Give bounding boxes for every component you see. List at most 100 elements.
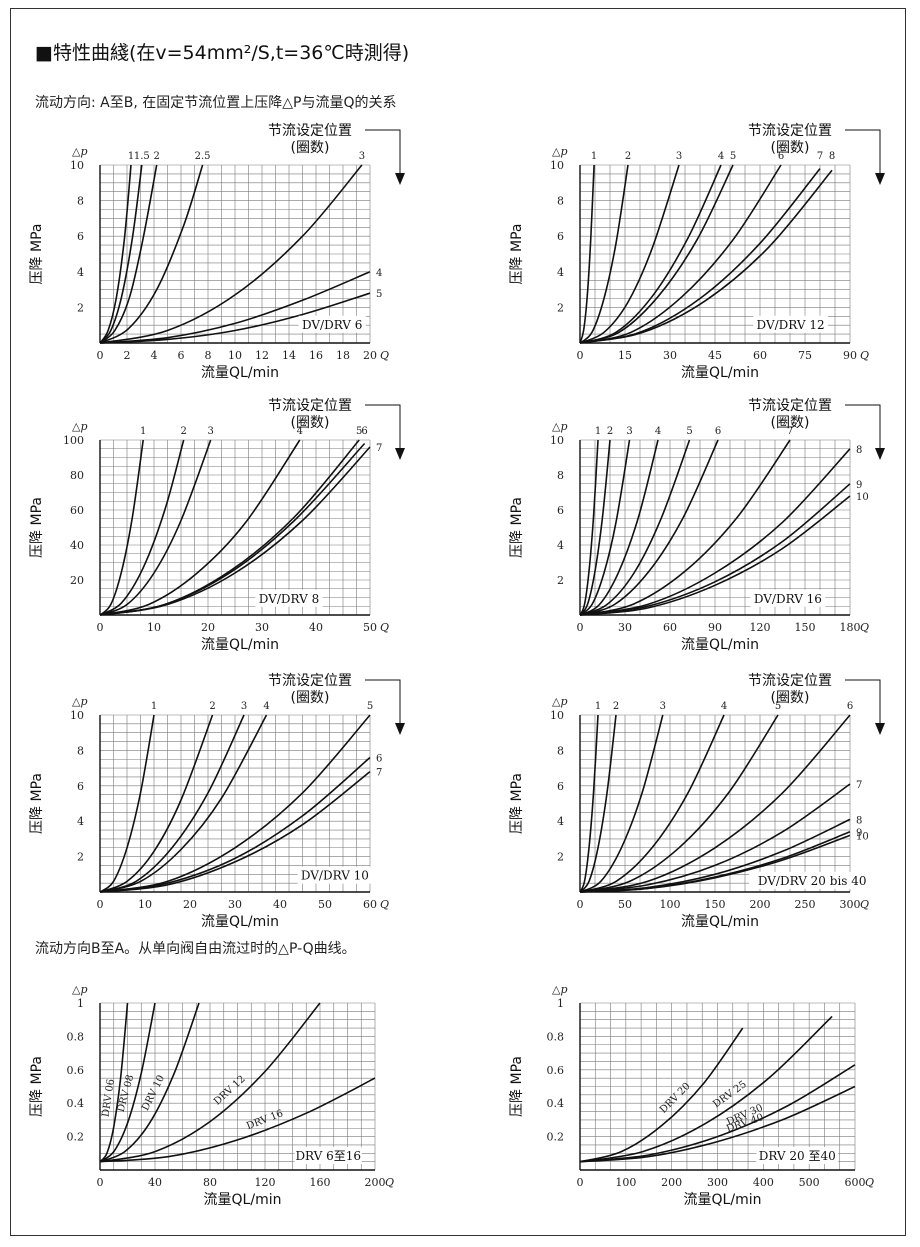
setting-arrow-head: [875, 723, 885, 735]
x-axis-symbol: Q: [380, 621, 389, 634]
series-line-10: [579, 834, 851, 893]
y-tick-label: 8: [77, 744, 84, 757]
y-axis-label: 压降 MPa: [509, 1056, 525, 1117]
x-tick-label: 60: [753, 349, 767, 362]
x-tick-label: 200: [661, 1176, 682, 1189]
y-tick-label: 40: [70, 539, 84, 552]
setting-unit-label: (圈数): [771, 140, 810, 156]
x-tick-label: 100: [660, 898, 681, 911]
y-axis-symbol: △p: [72, 695, 88, 708]
x-tick-label: 80: [203, 1176, 217, 1189]
y-tick-label: 2: [77, 301, 84, 314]
series-label-5: 5: [356, 426, 362, 437]
series-line-4: [99, 714, 268, 893]
x-tick-label: 30: [228, 898, 242, 911]
y-tick-label: 0.2: [67, 1131, 85, 1144]
series-label-3: 3: [676, 151, 682, 162]
y-tick-label: 4: [557, 539, 564, 552]
y-axis-label: 压降 MPa: [29, 497, 45, 558]
page-title: ■特性曲綫(在v=54mm²/S,t=36℃時測得): [35, 42, 410, 64]
x-tick-label: 20: [183, 898, 197, 911]
x-tick-label: 30: [255, 621, 269, 634]
x-tick-label: 8: [205, 349, 212, 362]
x-axis-label: 流量QL/min: [201, 637, 279, 653]
series-label-1: 1: [595, 701, 601, 712]
series-label-2-5: 2.5: [195, 151, 211, 162]
y-axis-label: 压降 MPa: [29, 773, 45, 834]
series-line-2: [579, 439, 611, 616]
series-line-4: [579, 439, 659, 616]
x-tick-label: 300: [840, 898, 861, 911]
x-tick-label: 60: [363, 898, 377, 911]
series-line-drv-20: [579, 1027, 744, 1163]
grid: [99, 439, 371, 616]
x-tick-label: 20: [201, 621, 215, 634]
series-label-5: 5: [376, 289, 382, 300]
series-line-2: [579, 714, 617, 893]
series-label-3: 3: [241, 701, 247, 712]
y-tick-label: 10: [70, 709, 84, 722]
setting-arrow-line: [365, 129, 401, 175]
series-label-3: 3: [660, 701, 666, 712]
x-tick-label: 150: [705, 898, 726, 911]
x-tick-label: 30: [663, 349, 677, 362]
setting-arrow-head: [395, 448, 405, 460]
series-label-7: 7: [376, 768, 382, 779]
series-line-1: [579, 439, 599, 616]
setting-label: 节流设定位置: [268, 123, 352, 139]
x-axis-label: 流量QL/min: [201, 914, 279, 930]
x-axis-symbol: Q: [380, 898, 389, 911]
y-tick-label: 4: [557, 266, 564, 279]
series-label-2: 2: [181, 426, 187, 437]
x-tick-label: 16: [309, 349, 323, 362]
series-label-4: 4: [376, 268, 382, 279]
y-axis-label: 压降 MPa: [29, 224, 45, 285]
series-line-10: [579, 495, 851, 616]
x-axis-label: 流量QL/min: [681, 914, 759, 930]
y-tick-label: 0.4: [67, 1097, 85, 1110]
series-line-1: [99, 164, 132, 344]
series-line-9: [579, 483, 851, 616]
series-line-drv-30: [579, 1064, 856, 1163]
model-label-bg: [298, 315, 366, 333]
series-label-drv-06: DRV 06: [101, 1078, 117, 1117]
series-label-6: 6: [361, 426, 367, 437]
y-tick-label: 6: [557, 780, 564, 793]
setting-unit-label: (圈数): [291, 415, 330, 431]
series-line-2: [99, 439, 185, 616]
y-tick-label: 6: [557, 504, 564, 517]
series-label-6: 6: [778, 151, 784, 162]
model-label: DV/DRV 12: [757, 318, 825, 332]
setting-unit-label: (圈数): [771, 690, 810, 706]
series-label-5: 5: [730, 151, 736, 162]
setting-unit-label: (圈数): [291, 140, 330, 156]
x-tick-label: 160: [310, 1176, 331, 1189]
y-tick-label: 4: [77, 815, 84, 828]
setting-arrow-head: [395, 723, 405, 735]
chart-dv-drv-20-40: 0 50 100 150 200 250 300 2 4 6 8 10 Q △p 流量QL/min 压降 MP…: [509, 673, 885, 930]
x-tick-label: 90: [708, 621, 722, 634]
series-label-1: 1: [128, 151, 134, 162]
y-tick-label: 2: [557, 574, 564, 587]
y-tick-label: 0.4: [547, 1097, 565, 1110]
setting-arrow-line: [845, 404, 881, 450]
model-label-bg: [756, 1146, 839, 1164]
series-label-2: 2: [607, 426, 613, 437]
x-tick-label: 14: [282, 349, 296, 362]
setting-arrow-line: [365, 679, 401, 725]
series-label-6: 6: [376, 753, 382, 764]
flow-direction-ab-text: 流动方向: A至B, 在固定节流位置上压降△P与流量Q的关系: [35, 95, 397, 111]
series-label-drv-10: DRV 10: [140, 1073, 167, 1112]
x-tick-label: 12: [255, 349, 269, 362]
x-tick-label: 45: [708, 349, 722, 362]
x-tick-label: 500: [799, 1176, 820, 1189]
series-label-5: 5: [686, 426, 692, 437]
series-line-7: [579, 439, 791, 616]
y-tick-label: 6: [77, 780, 84, 793]
series-label-9: 9: [856, 828, 862, 839]
x-axis-label: 流量QL/min: [201, 365, 279, 381]
y-axis-symbol: △p: [72, 983, 88, 996]
x-tick-label: 400: [753, 1176, 774, 1189]
x-tick-label: 10: [138, 898, 152, 911]
